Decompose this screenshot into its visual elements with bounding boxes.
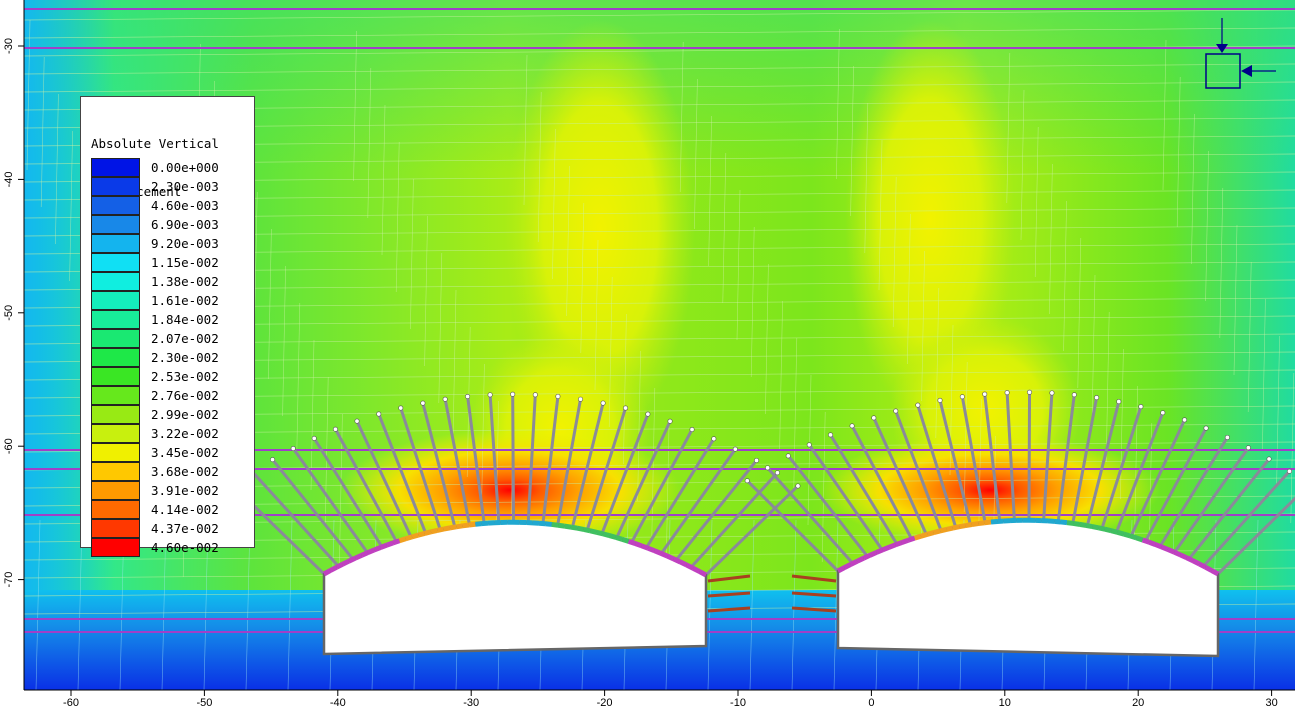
- support-liner: [322, 517, 1220, 578]
- legend-value: 3.22e-002: [151, 426, 219, 441]
- legend-entry: 2.30e-002: [91, 348, 251, 367]
- legend-swatch: [91, 348, 140, 367]
- legend-value: 2.07e-002: [151, 331, 219, 346]
- legend-swatch: [91, 519, 140, 538]
- y-tick-label: -40: [3, 171, 15, 187]
- legend-value: 4.60e-002: [151, 540, 219, 555]
- legend-entry: 3.68e-002: [91, 462, 251, 481]
- legend-entry: 4.60e-003: [91, 196, 251, 215]
- legend-swatch: [91, 158, 140, 177]
- legend-value: 3.68e-002: [151, 464, 219, 479]
- legend-title: Absolute Vertical Displacement m: [91, 104, 219, 280]
- legend-value: 1.84e-002: [151, 312, 219, 327]
- legend-entry: 4.60e-002: [91, 538, 251, 557]
- legend-entry: 3.45e-002: [91, 443, 251, 462]
- legend-swatch: [91, 424, 140, 443]
- legend-entry: 1.61e-002: [91, 291, 251, 310]
- legend-value: 2.30e-003: [151, 179, 219, 194]
- x-tick-label: -30: [463, 697, 479, 709]
- legend-value: 1.15e-002: [151, 255, 219, 270]
- pillar-anchors: [707, 574, 837, 613]
- legend-title-line: Absolute Vertical: [91, 136, 219, 151]
- legend-entry: 2.76e-002: [91, 386, 251, 405]
- legend-entry: 2.07e-002: [91, 329, 251, 348]
- x-tick-label: -60: [63, 697, 79, 709]
- x-tick-label: 30: [1265, 697, 1277, 709]
- legend-swatch: [91, 234, 140, 253]
- legend-swatch: [91, 367, 140, 386]
- legend-entry: 1.84e-002: [91, 310, 251, 329]
- legend-entry: 9.20e-003: [91, 234, 251, 253]
- x-tick-label: -10: [730, 697, 746, 709]
- legend-swatch: [91, 500, 140, 519]
- legend-value: 4.37e-002: [151, 521, 219, 536]
- legend-value: 1.61e-002: [151, 293, 219, 308]
- legend-value: 6.90e-003: [151, 217, 219, 232]
- legend-value: 2.30e-002: [151, 350, 219, 365]
- legend-value: 0.00e+000: [151, 160, 219, 175]
- legend-swatch: [91, 291, 140, 310]
- legend-swatch: [91, 443, 140, 462]
- y-tick-label: -70: [3, 572, 15, 588]
- y-tick-label: -30: [3, 38, 15, 54]
- legend-entry: 4.37e-002: [91, 519, 251, 538]
- legend-swatch: [91, 329, 140, 348]
- legend-entry: 3.91e-002: [91, 481, 251, 500]
- y-tick-label: -60: [3, 438, 15, 454]
- x-tick-label: 10: [999, 697, 1011, 709]
- legend-entry: 3.22e-002: [91, 424, 251, 443]
- legend-entry: 4.14e-002: [91, 500, 251, 519]
- y-axis: -30 -40 -50 -60 -70: [3, 38, 24, 588]
- rock-joint-lines: [23, 9, 1295, 691]
- x-tick-label: -20: [597, 697, 613, 709]
- x-tick-label: -50: [196, 697, 212, 709]
- legend-swatch: [91, 405, 140, 424]
- x-axis: -60 -50 -40 -30 -20 -10 0 10 20 30: [63, 690, 1278, 709]
- legend-value: 2.99e-002: [151, 407, 219, 422]
- y-tick-label: -50: [3, 305, 15, 321]
- legend-swatch: [91, 310, 140, 329]
- x-tick-label: 20: [1132, 697, 1144, 709]
- legend-swatch: [91, 386, 140, 405]
- legend-swatch: [91, 462, 140, 481]
- legend-value: 3.45e-002: [151, 445, 219, 460]
- legend-value: 4.14e-002: [151, 502, 219, 517]
- legend-entry: 0.00e+000: [91, 158, 251, 177]
- legend-entry: 2.53e-002: [91, 367, 251, 386]
- legend-entry: 2.30e-003: [91, 177, 251, 196]
- legend-value: 2.53e-002: [151, 369, 219, 384]
- legend-swatch: [91, 538, 140, 557]
- legend-swatch: [91, 253, 140, 272]
- legend-value: 9.20e-003: [151, 236, 219, 251]
- x-tick-label: 0: [868, 697, 874, 709]
- legend-swatch: [91, 481, 140, 500]
- legend-entry: 1.38e-002: [91, 272, 251, 291]
- legend-value: 3.91e-002: [151, 483, 219, 498]
- legend-value: 1.38e-002: [151, 274, 219, 289]
- rock-bolts: [229, 389, 1295, 577]
- legend-swatch: [91, 272, 140, 291]
- legend-entry: 1.15e-002: [91, 253, 251, 272]
- boundary-load-widget[interactable]: [1205, 18, 1276, 89]
- legend-entry: 6.90e-003: [91, 215, 251, 234]
- legend-value: 2.76e-002: [151, 388, 219, 403]
- displacement-legend[interactable]: Absolute Vertical Displacement m 0.00e+0…: [80, 96, 255, 557]
- legend-swatch: [91, 215, 140, 234]
- x-tick-label: -40: [330, 697, 346, 709]
- legend-swatch: [91, 196, 140, 215]
- legend-value: 4.60e-003: [151, 198, 219, 213]
- legend-swatch: [91, 177, 140, 196]
- legend-entry: 2.99e-002: [91, 405, 251, 424]
